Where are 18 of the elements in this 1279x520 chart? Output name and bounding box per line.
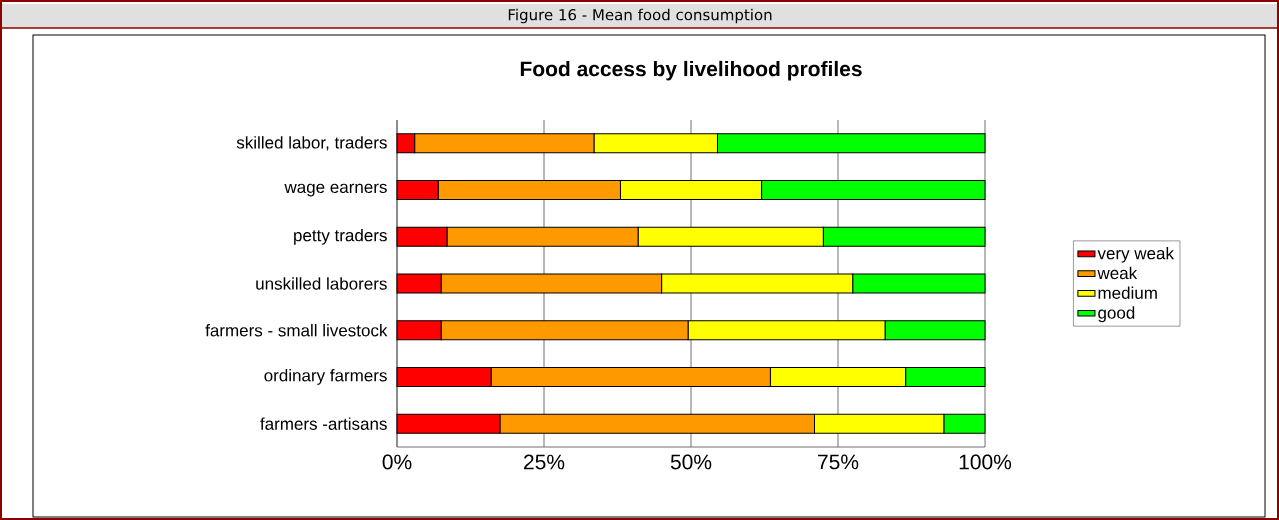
legend-label: very weak — [1097, 246, 1175, 263]
x-tick-label: 0% — [382, 454, 412, 470]
x-tick-label: 100% — [959, 454, 1012, 470]
y-tick-label: skilled labor, traders — [236, 136, 387, 151]
y-tick-label: petty traders — [294, 228, 387, 245]
x-tick-label: 75% — [818, 454, 859, 470]
chart-title: Food access by livelihood profiles — [520, 60, 862, 81]
y-tick-label: farmers -artisans — [260, 417, 387, 430]
legend-label: weak — [1097, 266, 1138, 280]
caption: Figure 16 - Mean food consumption — [508, 8, 772, 24]
y-tick-label: wage earners — [284, 183, 387, 197]
x-tick-label: 50% — [670, 454, 712, 470]
legend-label: medium — [1098, 286, 1157, 299]
y-tick-label: farmers - small livestock — [205, 323, 388, 337]
legend-label: good — [1098, 306, 1135, 323]
y-tick-label: ordinary farmers — [264, 369, 387, 385]
x-tick-label: 25% — [524, 454, 565, 470]
y-tick-label: unskilled laborers — [256, 277, 387, 290]
